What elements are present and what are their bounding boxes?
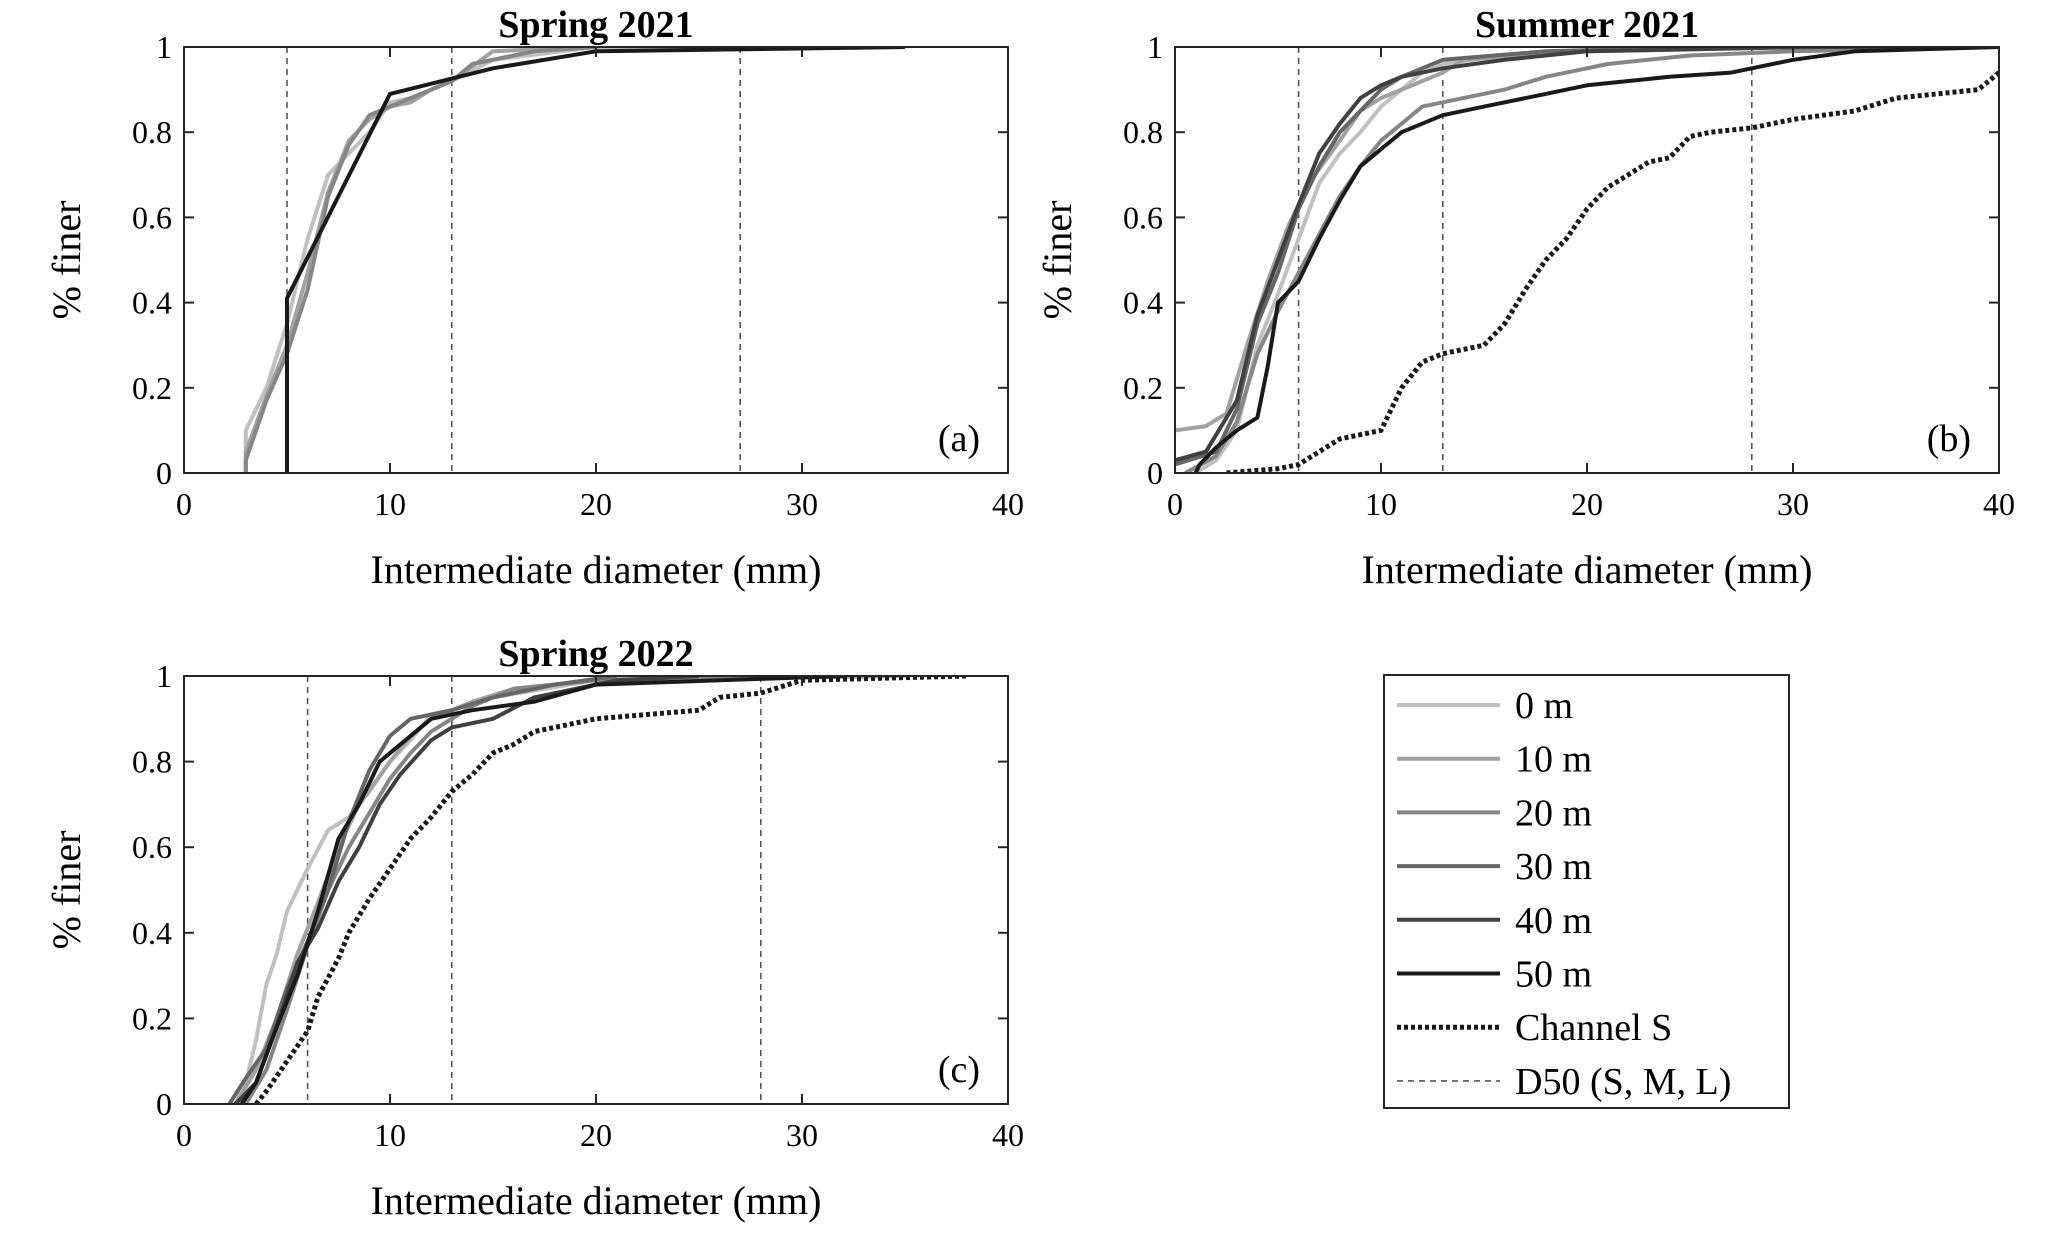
chart-title: Spring 2021 (498, 4, 693, 46)
x-tick-label: 20 (580, 1117, 612, 1153)
x-axis-label: Intermediate diameter (mm) (1362, 547, 1813, 592)
series-line-20-m (243, 47, 597, 473)
y-tick-label: 1 (156, 658, 172, 694)
x-tick-label: 20 (1571, 486, 1603, 522)
chart-panel-1: 0 10 20 30 40 0 0.2 0.4 0.6 0.8 1 Summer 2021 Interm… (1035, 4, 2015, 592)
y-tick-label: 0.6 (132, 829, 172, 865)
panel-label: (a) (938, 418, 980, 460)
series-line-10-m (243, 47, 597, 473)
y-tick-label: 0.6 (132, 199, 172, 235)
x-tick-label: 0 (176, 1117, 192, 1153)
x-tick-label: 40 (992, 1117, 1024, 1153)
x-tick-label: 40 (1983, 486, 2015, 522)
series-line-30-m (1175, 47, 1793, 467)
x-tick-label: 20 (580, 486, 612, 522)
y-tick-label: 0 (1147, 455, 1163, 491)
panel-label: (b) (1927, 418, 1971, 460)
legend-label: Channel S (1515, 1007, 1672, 1049)
x-tick-label: 10 (1365, 486, 1397, 522)
y-tick-label: 1 (156, 29, 172, 65)
y-tick-label: 0.4 (132, 915, 172, 951)
series-line-20-m (244, 676, 803, 1104)
legend-label: D50 (S, M, L) (1515, 1061, 1731, 1103)
x-axis-label: Intermediate diameter (mm) (371, 547, 822, 592)
y-axis-label: % finer (1035, 201, 1080, 320)
legend-box (1383, 674, 1790, 1109)
legend-label: 20 m (1515, 792, 1592, 834)
legend-label: 50 m (1515, 954, 1592, 996)
y-tick-label: 0.4 (1123, 285, 1163, 321)
x-tick-label: 40 (992, 486, 1024, 522)
series-line-10-m (1175, 47, 1999, 433)
x-tick-label: 0 (1167, 486, 1183, 522)
y-tick-label: 1 (1147, 29, 1163, 65)
y-tick-label: 0.6 (1123, 199, 1163, 235)
y-tick-label: 0 (156, 455, 172, 491)
series-line-50-m (240, 676, 844, 1104)
legend: 0 m 10 m 20 m 30 m 40 m 50 m Channel S D50 (S, … (1383, 674, 1790, 1109)
chart-title: Summer 2021 (1475, 4, 1699, 46)
x-tick-label: 10 (374, 486, 406, 522)
x-tick-label: 30 (1777, 486, 1809, 522)
y-tick-label: 0.8 (1123, 114, 1163, 150)
y-tick-label: 0.2 (1123, 370, 1163, 406)
y-tick-label: 0.8 (132, 114, 172, 150)
series-line-50-m (1193, 47, 1999, 473)
series-line-50-m (285, 47, 906, 473)
y-axis-label: % finer (44, 201, 89, 320)
series-line-0-m (243, 47, 802, 473)
y-tick-label: 0 (156, 1086, 172, 1122)
y-tick-label: 0.4 (132, 285, 172, 321)
series-line-channel-s (254, 676, 967, 1104)
panel-label: (c) (938, 1049, 980, 1091)
series-line-20-m (1184, 47, 1999, 473)
x-tick-label: 0 (176, 486, 192, 522)
series-line-40-m (1175, 47, 1999, 463)
chart-panel-2: 0 10 20 30 40 0 0.2 0.4 0.6 0.8 1 Spring 2022 Interm… (44, 633, 1024, 1223)
series-line-30-m (227, 676, 617, 1104)
series-line-40-m (234, 676, 700, 1104)
series-line-channel-s (1226, 70, 1999, 473)
chart-title: Spring 2022 (498, 633, 693, 675)
legend-label: 0 m (1515, 685, 1573, 727)
legend-label: 10 m (1515, 739, 1592, 781)
series-line-0-m (1194, 47, 1711, 473)
y-tick-label: 0.2 (132, 370, 172, 406)
y-axis-label: % finer (44, 831, 89, 950)
legend-label: 40 m (1515, 900, 1592, 942)
x-tick-label: 30 (786, 486, 818, 522)
x-tick-label: 30 (786, 1117, 818, 1153)
legend-label: 30 m (1515, 846, 1592, 888)
x-axis-label: Intermediate diameter (mm) (371, 1178, 822, 1223)
y-tick-label: 0.2 (132, 1000, 172, 1036)
y-tick-label: 0.8 (132, 744, 172, 780)
chart-panel-0: 0 10 20 30 40 0 0.2 0.4 0.6 0.8 1 Spring 2021 Interm… (44, 4, 1024, 592)
x-tick-label: 10 (374, 1117, 406, 1153)
